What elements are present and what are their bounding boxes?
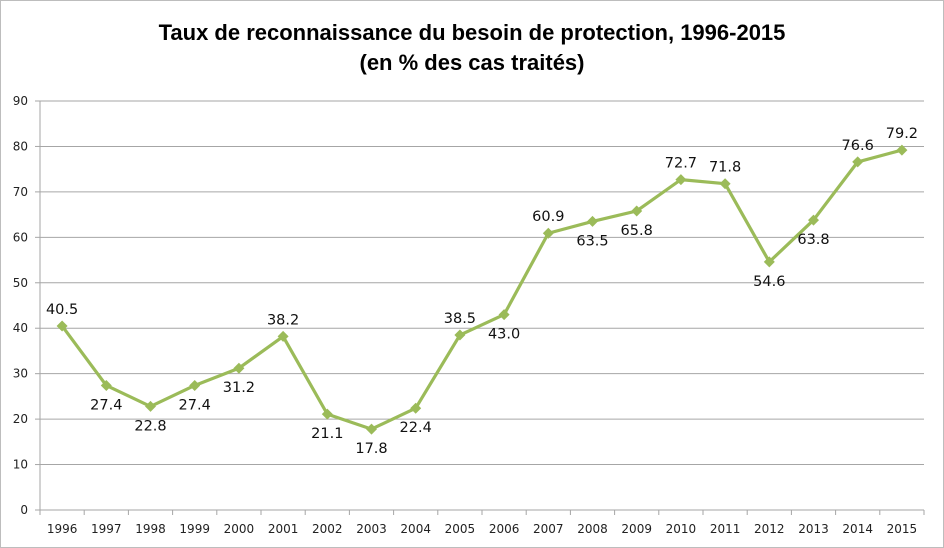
data-label: 38.2 <box>267 312 299 328</box>
data-point-marker <box>675 174 687 186</box>
x-tick-label: 1997 <box>91 522 122 536</box>
data-point-marker <box>631 205 643 217</box>
x-tick-label: 2015 <box>887 522 918 536</box>
gridlines <box>40 100 924 466</box>
data-point-marker <box>498 309 510 321</box>
data-point-marker <box>454 329 466 341</box>
x-tick-label: 2007 <box>533 522 564 536</box>
data-point-marker <box>100 379 112 391</box>
data-point-marker <box>808 214 819 226</box>
y-axis-ticks: 0 10 20 30 40 50 60 70 80 90 <box>13 94 40 517</box>
y-tick-label: 50 <box>13 276 28 290</box>
data-label: 27.4 <box>179 397 211 413</box>
x-tick-label: 2001 <box>268 522 299 536</box>
chart-title-line: Taux de reconnaissance du besoin de prot… <box>158 20 786 45</box>
x-tick-label: 1998 <box>135 522 166 536</box>
x-tick-label: 2002 <box>312 522 343 536</box>
data-point-marker <box>189 379 201 391</box>
data-label: 22.4 <box>400 420 432 436</box>
x-tick-label: 2005 <box>445 522 476 536</box>
data-label: 43.0 <box>488 327 520 343</box>
data-point-marker <box>542 227 554 239</box>
x-tick-label: 2011 <box>710 522 741 536</box>
data-label: 17.8 <box>355 441 387 457</box>
x-axis-ticks: 1996 1997 1998 1999 2000 2001 2002 2003 2004 2005… <box>39 510 925 536</box>
x-tick-label: 2008 <box>577 522 608 536</box>
data-labels: 40.5 27.4 22.8 27.4 31.2 38.2 21.1 17.8 22.4 38.5… <box>46 126 918 457</box>
data-point-marker <box>321 408 333 420</box>
y-tick-label: 70 <box>13 185 28 199</box>
x-tick-label: 2009 <box>621 522 652 536</box>
chart-title: Taux de reconnaissance du besoin de prot… <box>0 18 944 78</box>
data-point-marker <box>56 320 68 332</box>
data-label: 76.6 <box>842 138 874 154</box>
axes <box>35 101 924 515</box>
x-tick-label: 2012 <box>754 522 785 536</box>
x-tick-label: 2003 <box>356 522 387 536</box>
data-label: 72.7 <box>665 156 697 172</box>
x-tick-label: 1996 <box>47 522 78 536</box>
data-point-marker <box>587 215 598 227</box>
data-label: 63.5 <box>576 233 608 249</box>
data-label: 54.6 <box>753 274 785 290</box>
data-point-marker <box>277 330 289 342</box>
data-label: 27.4 <box>90 397 122 413</box>
x-tick-label: 2013 <box>798 522 829 536</box>
data-point-marker <box>410 402 422 414</box>
data-label: 79.2 <box>886 126 918 142</box>
x-tick-label: 2014 <box>842 522 873 536</box>
y-tick-label: 60 <box>13 230 28 244</box>
data-label: 63.8 <box>797 232 829 248</box>
y-tick-label: 0 <box>20 503 28 517</box>
data-point-marker <box>896 144 908 156</box>
y-tick-label: 80 <box>13 139 28 153</box>
y-tick-label: 30 <box>13 367 28 381</box>
x-tick-label: 2000 <box>224 522 255 536</box>
x-tick-label: 1999 <box>179 522 210 536</box>
data-label: 60.9 <box>532 209 564 225</box>
y-tick-label: 20 <box>13 412 28 426</box>
series-line <box>60 148 903 431</box>
data-point-marker <box>366 423 377 435</box>
data-label: 22.8 <box>134 418 166 434</box>
y-tick-label: 10 <box>13 458 28 472</box>
chart-subtitle: (en % des cas traités) <box>359 50 585 75</box>
data-point-marker <box>719 178 731 190</box>
data-label: 31.2 <box>223 380 255 396</box>
y-tick-label: 40 <box>13 321 28 335</box>
data-point-marker <box>763 256 775 268</box>
data-label: 71.8 <box>709 160 741 176</box>
data-point-marker <box>233 362 245 374</box>
data-point-marker <box>145 400 156 412</box>
data-label: 65.8 <box>621 223 653 239</box>
data-point-marker <box>852 156 864 168</box>
x-tick-label: 2004 <box>400 522 431 536</box>
data-label: 38.5 <box>444 311 476 327</box>
data-label: 21.1 <box>311 426 343 442</box>
series <box>56 144 908 435</box>
x-tick-label: 2006 <box>489 522 520 536</box>
y-tick-label: 90 <box>13 94 28 108</box>
x-tick-label: 2010 <box>666 522 697 536</box>
data-label: 40.5 <box>46 302 78 318</box>
